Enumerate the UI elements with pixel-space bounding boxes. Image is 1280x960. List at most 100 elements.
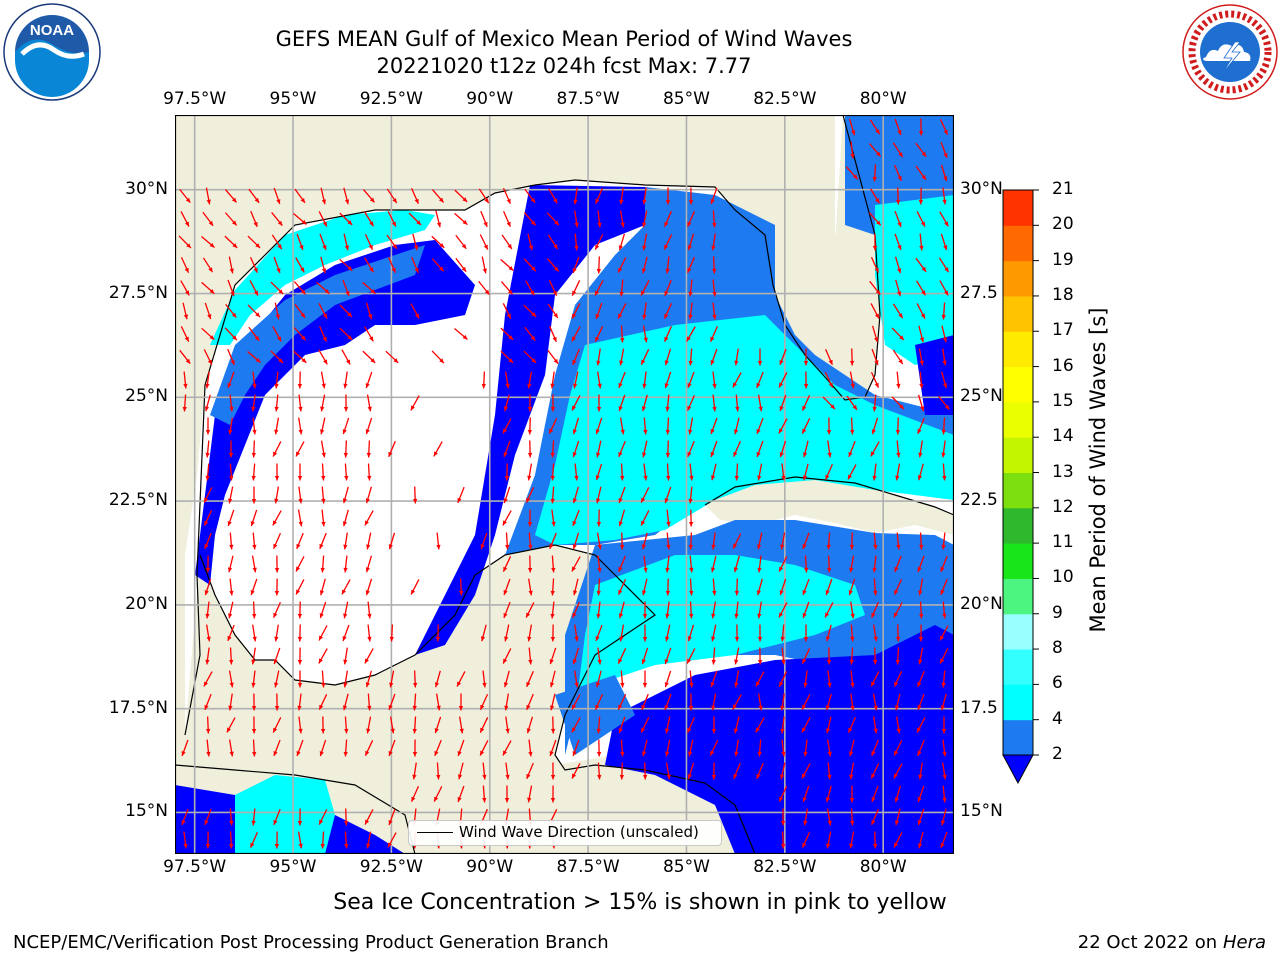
direction-arrow <box>942 348 947 366</box>
direction-arrow <box>319 739 327 757</box>
direction-arrow <box>320 371 326 389</box>
nws-logo <box>1180 2 1280 106</box>
direction-arrow <box>918 578 924 596</box>
lat-label-right: 30°N <box>960 178 1003 199</box>
direction-arrow <box>365 371 373 389</box>
direction-arrow <box>479 234 489 250</box>
direction-arrow <box>297 808 303 826</box>
direction-arrow <box>571 326 581 342</box>
direction-arrow <box>179 349 191 365</box>
direction-arrow <box>367 624 372 642</box>
direction-arrow <box>618 440 626 458</box>
direction-arrow <box>386 188 398 204</box>
direction-arrow <box>297 463 303 481</box>
direction-arrow <box>229 578 234 596</box>
direction-arrow <box>225 303 237 319</box>
direction-arrow <box>342 417 350 435</box>
direction-arrow <box>711 693 717 711</box>
direction-arrow <box>826 417 832 435</box>
direction-arrow <box>274 693 280 711</box>
direction-arrow <box>803 371 809 389</box>
direction-arrow <box>802 578 810 596</box>
direction-arrow <box>365 486 372 504</box>
direction-arrow <box>870 441 880 457</box>
direction-arrow <box>386 234 398 250</box>
direction-arrow <box>894 233 902 251</box>
direction-arrow <box>870 256 880 274</box>
direction-arrow <box>228 693 233 711</box>
direction-arrow <box>180 280 190 296</box>
direction-arrow <box>757 348 763 366</box>
direction-arrow <box>344 463 349 481</box>
direction-arrow <box>272 532 282 550</box>
direction-arrow <box>665 601 670 619</box>
direction-arrow <box>503 440 511 458</box>
direction-arrow <box>895 647 900 665</box>
direction-arrow <box>550 486 555 504</box>
direction-arrow <box>523 350 537 364</box>
direction-arrow <box>849 647 854 665</box>
footer-host: Hera <box>1222 932 1266 953</box>
direction-arrow <box>619 279 624 297</box>
direction-arrow <box>942 463 947 481</box>
direction-arrow <box>527 440 533 458</box>
direction-arrow <box>940 555 948 573</box>
colorbar-segment <box>1003 684 1033 721</box>
direction-arrow <box>505 716 510 734</box>
direction-arrow <box>527 463 533 481</box>
direction-arrow <box>503 210 511 228</box>
direction-arrow <box>941 302 946 320</box>
map-area <box>175 115 954 854</box>
direction-arrow <box>917 785 925 803</box>
direction-arrow <box>643 463 648 481</box>
direction-arrow <box>251 486 257 504</box>
direction-arrow <box>620 210 625 228</box>
direction-arrow <box>431 189 445 203</box>
direction-arrow <box>803 348 809 366</box>
direction-arrow <box>872 164 877 182</box>
direction-arrow <box>273 256 281 274</box>
direction-arrow <box>803 808 809 826</box>
direction-arrow <box>362 189 376 203</box>
direction-arrow <box>202 211 214 227</box>
direction-arrow <box>572 417 580 435</box>
colorbar-segment <box>1003 190 1033 226</box>
direction-arrow <box>364 233 374 251</box>
direction-arrow <box>849 831 855 849</box>
direction-arrow <box>778 671 788 687</box>
direction-arrow <box>757 463 763 481</box>
direction-arrow <box>272 510 282 526</box>
direction-arrow <box>872 693 878 711</box>
direction-arrow <box>595 624 603 642</box>
direction-arrow <box>822 396 836 410</box>
direction-arrow <box>849 371 855 389</box>
direction-arrow <box>893 602 903 618</box>
direction-arrow <box>410 579 420 595</box>
direction-arrow <box>459 578 464 596</box>
direction-arrow <box>848 578 856 596</box>
direction-arrow <box>919 233 924 251</box>
direction-arrow <box>665 256 670 274</box>
direction-arrow <box>734 624 740 642</box>
direction-arrow <box>293 327 307 341</box>
direction-arrow <box>919 371 924 389</box>
direction-arrow <box>571 280 581 296</box>
direction-arrow <box>274 371 279 389</box>
direction-arrow <box>316 281 330 295</box>
direction-arrow <box>297 509 303 527</box>
direction-arrow <box>915 142 927 158</box>
direction-arrow <box>224 189 238 203</box>
direction-arrow <box>663 234 673 250</box>
direction-arrow <box>733 440 741 458</box>
direction-arrow <box>868 212 882 226</box>
lon-label-top: 90°W <box>466 89 514 109</box>
direction-arrow <box>297 693 302 711</box>
direction-arrow <box>431 258 445 272</box>
direction-arrow <box>546 212 560 226</box>
direction-arrow <box>939 280 949 296</box>
direction-arrow <box>367 693 372 711</box>
direction-arrow <box>320 394 326 412</box>
colorbar-tick-label: 9 <box>1052 602 1063 623</box>
direction-arrow <box>941 716 947 734</box>
direction-arrow <box>412 693 417 711</box>
